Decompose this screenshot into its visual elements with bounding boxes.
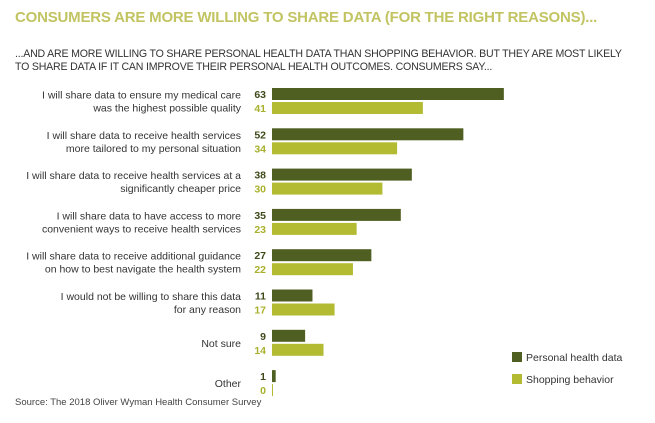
legend-label: Shopping behavior: [526, 374, 614, 386]
value-label: 27: [254, 250, 266, 262]
bar-shopping: [272, 182, 383, 195]
value-label: 23: [254, 224, 266, 236]
bar-shopping: [272, 303, 335, 316]
bar-shopping: [272, 222, 357, 235]
bar-personal-health: [272, 168, 412, 181]
value-label: 1: [260, 371, 266, 383]
category-label: I will share data to receive health serv…: [26, 170, 241, 182]
bar-personal-health: [272, 208, 401, 221]
value-label: 30: [254, 184, 266, 196]
bar-shopping: [272, 263, 353, 276]
value-label: 41: [254, 103, 266, 115]
value-label: 9: [260, 331, 266, 343]
category-label: more tailored to my personal situation: [66, 143, 241, 155]
value-label: 52: [254, 129, 266, 141]
category-label: on how to best navigate the health syste…: [45, 264, 241, 276]
category-label: I will share data to ensure my medical c…: [42, 90, 241, 102]
value-label: 63: [254, 89, 266, 101]
category-label: significantly cheaper price: [120, 183, 241, 195]
legend-label: Personal health data: [526, 352, 622, 364]
bar-personal-health: [272, 88, 504, 100]
bar-personal-health: [272, 329, 306, 342]
category-label: I would not be willing to share this dat…: [61, 291, 242, 303]
value-label: 38: [254, 170, 266, 182]
legend-swatch: [512, 374, 522, 384]
bar-personal-health: [272, 370, 276, 383]
category-label: was the highest possible quality: [92, 103, 241, 115]
category-label: I will share data to receive health serv…: [47, 130, 241, 142]
category-label: I will share data to have access to more: [57, 210, 242, 222]
category-label: convenient ways to receive health servic…: [42, 223, 241, 235]
category-label: I will share data to receive additional …: [26, 251, 241, 263]
category-label: Not sure: [201, 338, 241, 350]
bar-shopping: [272, 142, 398, 155]
value-label: 0: [260, 385, 266, 397]
source-note: Source: The 2018 Oliver Wyman Health Con…: [15, 397, 262, 408]
value-label: 14: [254, 345, 266, 357]
value-label: 34: [254, 143, 266, 155]
value-label: 35: [254, 210, 266, 222]
chart-subtitle: ...AND ARE MORE WILLING TO SHARE PERSONA…: [15, 48, 622, 73]
legend-swatch: [512, 352, 522, 362]
value-label: 11: [255, 291, 266, 303]
bar-shopping: [272, 102, 423, 114]
category-label: for any reason: [174, 304, 241, 316]
bar-personal-health: [272, 289, 313, 302]
category-label: Other: [215, 378, 242, 390]
bar-shopping: [272, 384, 273, 397]
value-label: 17: [254, 305, 266, 317]
value-label: 22: [254, 264, 266, 276]
bar-personal-health: [272, 249, 372, 262]
chart-title: CONSUMERS ARE MORE WILLING TO SHARE DATA…: [15, 9, 598, 26]
bar-personal-health: [272, 128, 464, 141]
bar-shopping: [272, 343, 324, 356]
